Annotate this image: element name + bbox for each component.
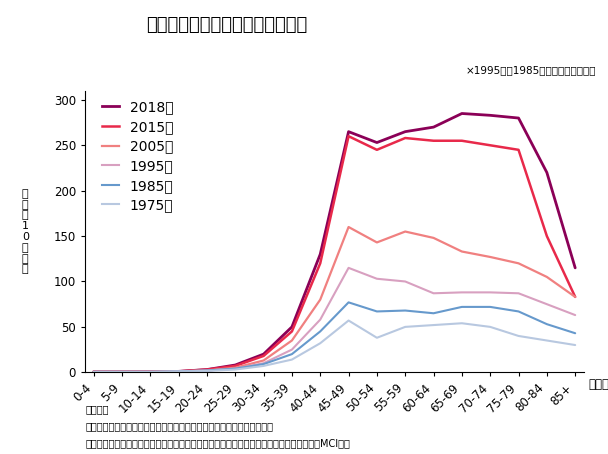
Text: グラフ1: グラフ1	[28, 10, 66, 25]
Text: （
人
口
1
0
万
対
）: （ 人 口 1 0 万 対 ）	[22, 189, 29, 274]
Text: 国立がん研究センターがん情報サービス「がん統計」（全国がん登録）: 国立がん研究センターがん情報サービス「がん統計」（全国がん登録）	[85, 421, 273, 431]
Text: ×1995年、1985年は上皮内がん含む: ×1995年、1985年は上皮内がん含む	[465, 65, 596, 75]
Text: 国立がん研究センターがん情報サービス「がん統計」（全国がん罹患モニタリング集計（MCI））: 国立がん研究センターがん情報サービス「がん統計」（全国がん罹患モニタリング集計（…	[85, 439, 350, 449]
Legend: 2018年, 2015年, 2005年, 1995年, 1985年, 1975年: 2018年, 2015年, 2005年, 1995年, 1985年, 1975年	[102, 100, 173, 212]
Text: （歳）: （歳）	[589, 378, 608, 391]
Text: ［引用］: ［引用］	[85, 404, 109, 414]
Text: 年齢階級別罹患率（全国推計値）: 年齢階級別罹患率（全国推計値）	[146, 16, 307, 34]
